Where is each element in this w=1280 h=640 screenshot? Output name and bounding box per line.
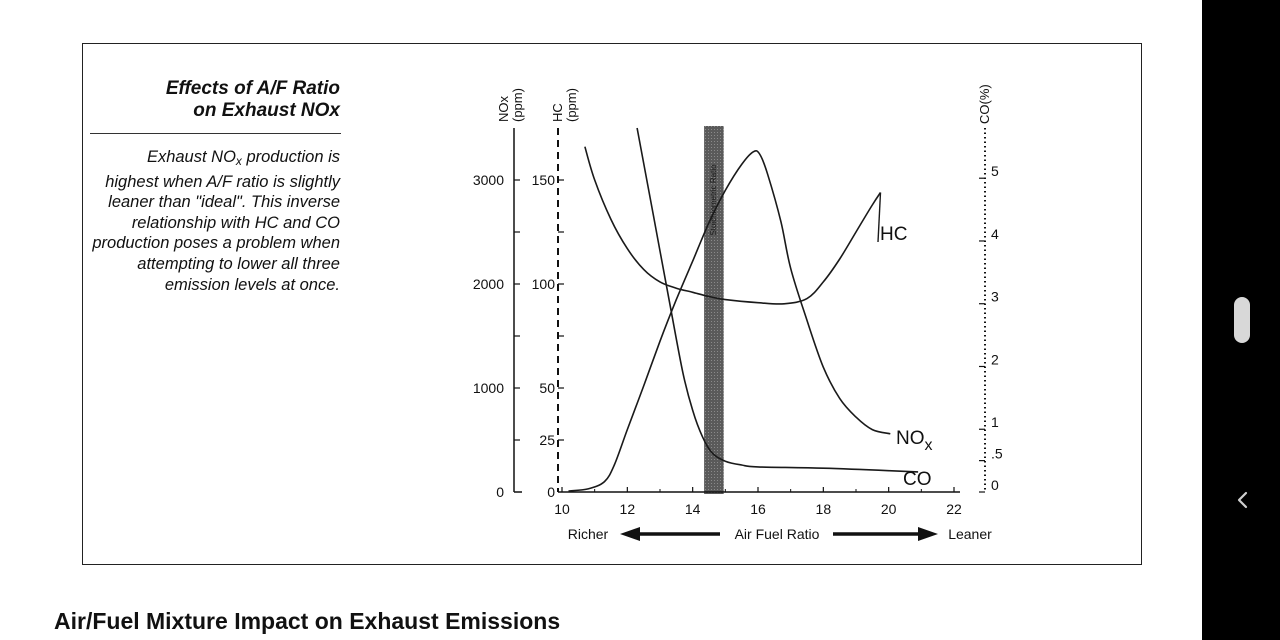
series-co-line — [636, 127, 919, 473]
chart-title: Effects of A/F Ratio on Exhaust NOx — [90, 78, 340, 122]
chart-title-line-1: Effects of A/F Ratio — [165, 78, 340, 99]
x-tick-label-12: 12 — [620, 501, 636, 517]
hc-tick-label-100: 100 — [532, 276, 556, 292]
x-axis-label: Air Fuel Ratio — [735, 526, 820, 542]
series-hc-line — [584, 146, 882, 305]
system-side-bar — [1202, 0, 1280, 640]
x-tick-label-22: 22 — [946, 501, 962, 517]
figure-frame — [82, 43, 1142, 565]
scrollbar-thumb[interactable] — [1234, 297, 1250, 343]
nox-tick-label-1000: 1000 — [473, 380, 504, 396]
richer-label: Richer — [568, 526, 609, 542]
co-tick-label-4: 4 — [991, 226, 999, 242]
back-chevron-icon[interactable] — [1232, 488, 1254, 512]
hc-leader-line — [877, 192, 882, 243]
richer-arrow-head — [620, 527, 640, 541]
axes-layer — [513, 128, 986, 541]
figure-caption: Exhaust NOx production is highest when A… — [92, 148, 340, 294]
stoichiometric-band-label: Stoichiometric Ratio — [709, 164, 718, 236]
co-tick-label-3: 3 — [991, 289, 999, 305]
nox-tick-label-0: 0 — [496, 484, 504, 500]
series-label-nox: NOx — [896, 428, 933, 454]
stoichiometric-band — [704, 126, 724, 494]
leaner-label: Leaner — [948, 526, 992, 542]
leaner-arrow-head — [918, 527, 938, 541]
co-tick-label-1: 1 — [991, 414, 999, 430]
nox-axis-label: NOx(ppm) — [496, 88, 525, 122]
hc-tick-label-25: 25 — [539, 432, 555, 448]
co-tick-label-5: 5 — [991, 163, 999, 179]
hc-tick-label-50: 50 — [539, 380, 555, 396]
hc-tick-label-150: 150 — [532, 172, 556, 188]
co-tick-label-0: 0 — [991, 477, 999, 493]
title-divider — [90, 133, 341, 134]
series-layer — [568, 127, 919, 492]
x-tick-label-16: 16 — [750, 501, 766, 517]
series-label-co: CO — [903, 469, 932, 490]
x-tick-label-20: 20 — [881, 501, 897, 517]
series-nox-line — [568, 150, 891, 492]
nox-tick-label-2000: 2000 — [473, 276, 504, 292]
stoichiometric-band-layer: Stoichiometric Ratio — [704, 126, 724, 494]
x-tick-label-10: 10 — [554, 501, 570, 517]
co-tick-label-0.5: .5 — [991, 446, 1003, 462]
hc-tick-label-0: 0 — [547, 484, 555, 500]
co-tick-label-2: 2 — [991, 351, 999, 367]
hc-axis-label: HC(ppm) — [550, 88, 579, 122]
chart-title-line-2: on Exhaust NOx — [193, 100, 340, 121]
x-tick-label-14: 14 — [685, 501, 701, 517]
x-tick-label-18: 18 — [816, 501, 832, 517]
nox-tick-label-3000: 3000 — [473, 172, 504, 188]
co-axis-label: CO(%) — [977, 84, 992, 124]
page-heading: Air/Fuel Mixture Impact on Exhaust Emiss… — [54, 608, 561, 634]
series-label-hc: HC — [880, 224, 907, 245]
